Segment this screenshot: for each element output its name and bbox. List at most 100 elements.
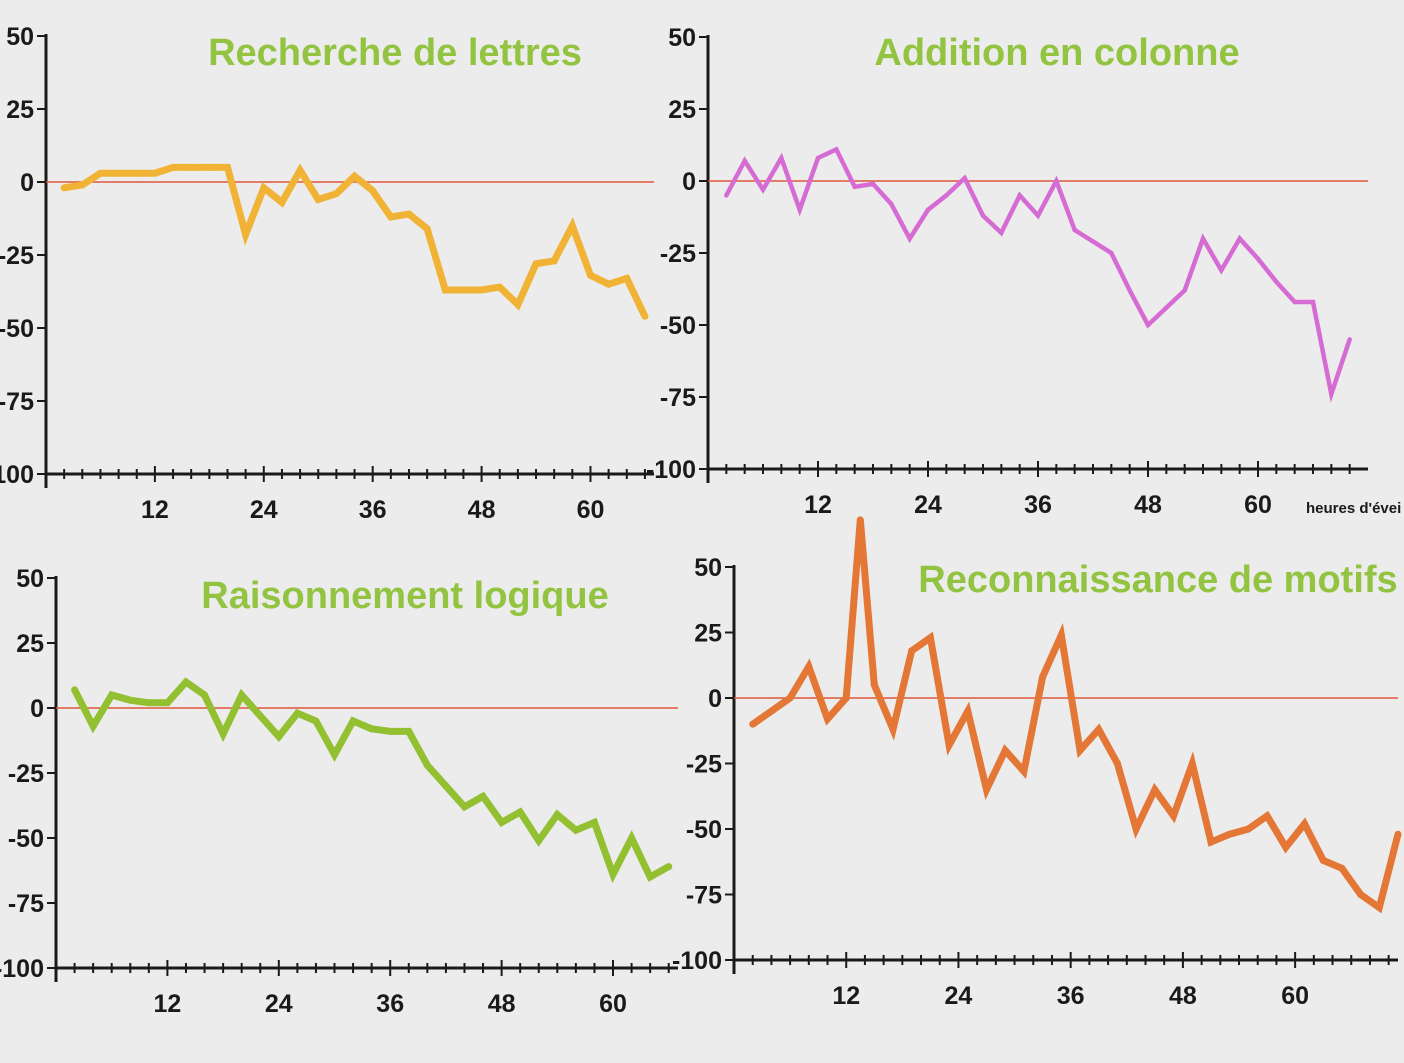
data-point — [423, 225, 431, 233]
data-point — [1274, 279, 1279, 285]
data-point — [889, 725, 897, 733]
data-point — [1001, 746, 1009, 754]
data-point — [550, 257, 558, 265]
x-tick-label: 24 — [945, 982, 973, 1010]
y-tick-label: -75 — [0, 388, 34, 416]
x-tick-label: 36 — [359, 496, 387, 524]
data-point — [1127, 288, 1132, 293]
data-point — [89, 722, 97, 730]
data-point — [742, 158, 747, 164]
data-point — [1132, 825, 1140, 833]
y-tick-label: -25 — [660, 240, 696, 268]
data-point — [553, 811, 561, 819]
data-point — [293, 709, 301, 717]
data-point — [767, 707, 775, 715]
data-point — [568, 222, 576, 230]
data-point — [115, 169, 123, 177]
data-point — [1170, 812, 1178, 820]
data-point — [1263, 812, 1271, 820]
data-point — [870, 681, 878, 689]
x-tick-label: 60 — [599, 990, 627, 1018]
data-point — [423, 761, 431, 769]
data-point — [572, 826, 580, 834]
y-tick-label: -100 — [672, 947, 722, 975]
data-point — [296, 166, 304, 174]
data-point — [1200, 236, 1206, 241]
data-point — [926, 634, 934, 642]
data-point — [1095, 725, 1103, 733]
data-point — [405, 727, 413, 735]
data-point — [945, 741, 953, 749]
data-point — [852, 184, 857, 190]
chart-panel-2: 50 25 0 -25 -50 -75 -100 12 24 36 48 60 Addition en … — [646, 0, 1404, 524]
y-tick-label: -50 — [8, 825, 44, 853]
data-point — [815, 155, 821, 161]
data-point — [187, 163, 195, 171]
data-point — [1039, 673, 1047, 681]
data-point — [1292, 299, 1297, 305]
data-point — [496, 283, 504, 291]
data-point — [908, 647, 916, 655]
data-point — [145, 699, 153, 707]
data-point — [1394, 830, 1402, 838]
data-point — [1207, 838, 1215, 846]
y-tick-label: 25 — [16, 630, 44, 658]
data-point — [514, 301, 522, 309]
data-point — [278, 198, 286, 206]
data-point — [590, 818, 598, 826]
data-point — [314, 196, 322, 204]
chart-title: Recherche de lettres — [208, 32, 582, 74]
data-point — [1237, 236, 1242, 241]
y-tick-label: 50 — [668, 24, 696, 52]
series-line — [750, 519, 1402, 914]
data-point — [163, 699, 171, 707]
data-point — [1282, 843, 1290, 851]
data-point — [962, 175, 967, 181]
data-point — [532, 260, 540, 268]
data-point — [256, 712, 264, 720]
data-point — [834, 147, 839, 152]
data-point — [999, 230, 1004, 236]
data-point — [1188, 760, 1196, 767]
y-tick-label: -100 — [646, 456, 696, 484]
data-point — [856, 516, 864, 524]
data-point — [797, 207, 802, 213]
data-point — [369, 187, 377, 195]
data-point — [824, 715, 832, 723]
data-point — [665, 863, 673, 871]
y-tick-label: 50 — [694, 554, 722, 582]
panel-background — [686, 524, 1404, 1044]
y-tick-label: -75 — [8, 890, 44, 918]
data-point — [535, 837, 543, 845]
y-tick-label: 25 — [6, 96, 34, 124]
chart-panel-1: 50 25 0 -25 -50 -75 100 12 24 36 48 60 Recherche de … — [0, 0, 656, 524]
x-tick-label: 36 — [1057, 982, 1085, 1010]
data-point — [925, 207, 931, 213]
data-point — [478, 286, 486, 294]
data-point — [479, 792, 487, 800]
y-tick-label: -50 — [0, 315, 34, 343]
data-point — [786, 694, 794, 702]
data-point — [1375, 904, 1383, 912]
x-axis-label: heures d'évei — [1306, 500, 1401, 517]
data-point — [96, 169, 104, 177]
chart-title: Addition en colonne — [874, 32, 1239, 74]
x-tick-label: 60 — [1244, 491, 1272, 519]
data-point — [1310, 299, 1316, 305]
data-point — [1164, 305, 1169, 310]
data-point — [964, 707, 972, 715]
x-tick-label: 48 — [1169, 982, 1197, 1010]
y-tick-label: -50 — [686, 816, 722, 844]
data-point — [760, 187, 766, 192]
data-point — [842, 694, 850, 702]
y-tick-label: 50 — [6, 23, 34, 51]
data-point — [983, 786, 991, 794]
data-point — [1329, 391, 1334, 397]
data-point — [1244, 825, 1252, 833]
data-point — [1076, 746, 1084, 754]
data-point — [1035, 213, 1041, 218]
x-tick-label: 24 — [250, 496, 278, 524]
data-point — [331, 751, 339, 759]
data-point — [724, 193, 729, 198]
data-point — [1319, 856, 1327, 864]
